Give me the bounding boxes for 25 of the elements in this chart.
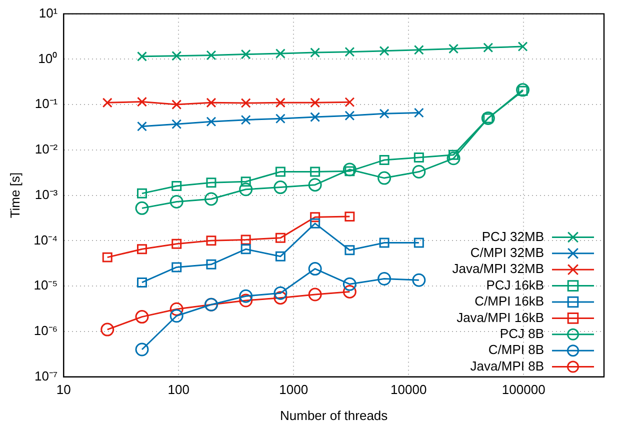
legend-label: C/MPI 32MB (470, 244, 544, 260)
x-tick-label: 10 (56, 382, 71, 398)
x-tick-label: 100000 (502, 382, 546, 398)
legend-label: PCJ 32MB (482, 228, 544, 244)
y-tick-label: 10⁻¹ (34, 96, 58, 112)
legend-label: Java/MPI 8B (470, 358, 544, 374)
legend-label: PCJ 8B (500, 326, 544, 341)
x-tick-label: 1000 (279, 382, 308, 398)
legend-label: C/MPI 16kB (474, 294, 544, 309)
legend-label: PCJ 16kB (486, 277, 544, 292)
legend-label: Java/MPI 32MB (452, 261, 544, 276)
y-tick-label: 10¹ (38, 5, 58, 20)
y-tick-label: 10⁻² (34, 142, 58, 157)
y-tick-label: 10⁻⁶ (34, 323, 58, 338)
y-axis-title: Time [s] (7, 172, 22, 218)
legend-label: C/MPI 8B (488, 342, 544, 358)
y-tick-label: 10⁰ (38, 50, 58, 66)
y-tick-label: 10⁻⁷ (34, 368, 58, 384)
x-tick-label: 10000 (390, 382, 427, 398)
y-tick-label: 10⁻³ (34, 186, 58, 202)
legend-label: Java/MPI 16kB (456, 310, 544, 325)
y-tick-label: 10⁻⁵ (34, 278, 58, 293)
y-tick-label: 10⁻⁴ (34, 232, 58, 248)
x-tick-label: 100 (168, 382, 190, 398)
x-axis-title: Number of threads (280, 408, 388, 423)
